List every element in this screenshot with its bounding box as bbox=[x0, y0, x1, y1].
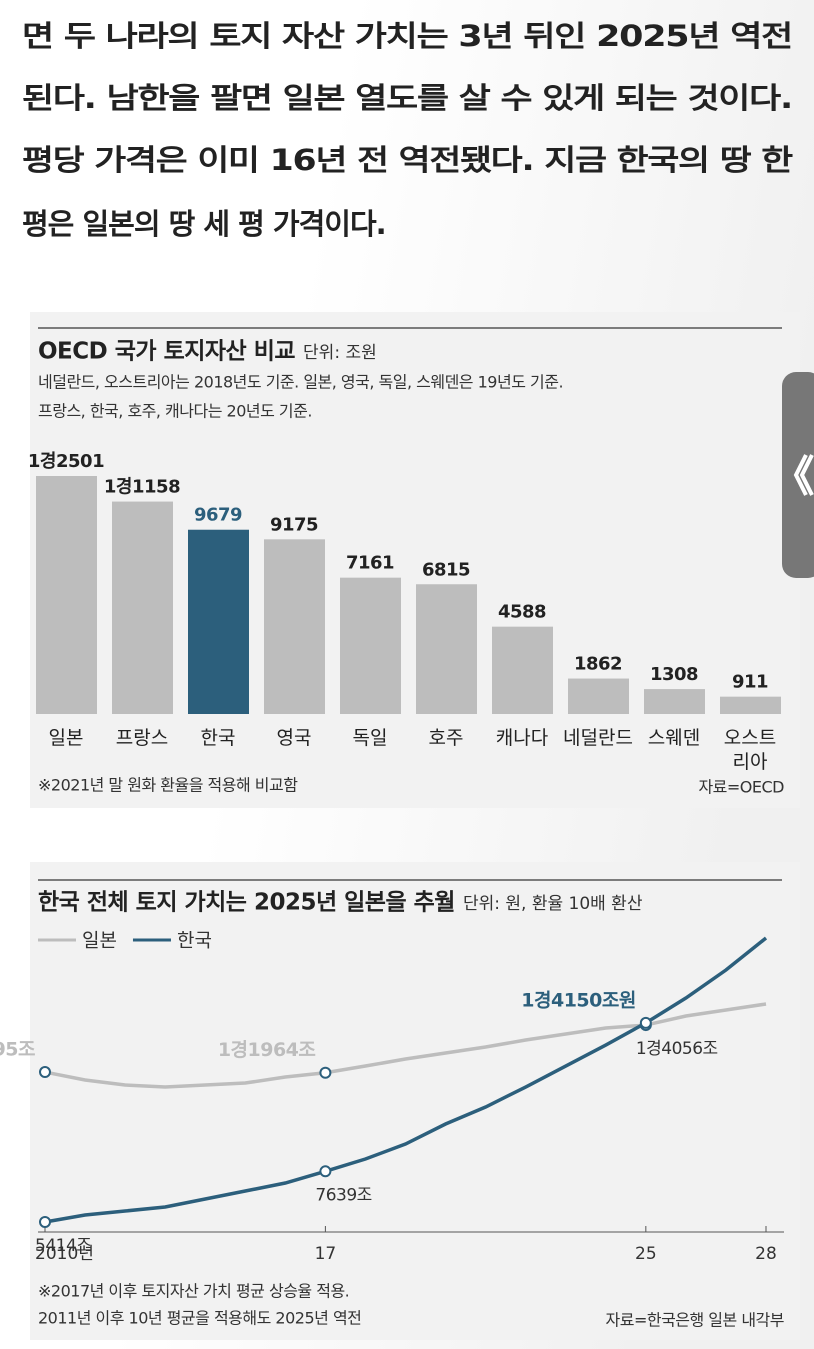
chart-title: OECD 국가 토지자산 비교 bbox=[38, 339, 295, 365]
x-tick-label-text: 일본 bbox=[48, 727, 84, 749]
paragraph-line: 평은 일본의 땅 세 평 가격이다. bbox=[22, 207, 386, 241]
x-tick-label: 2010년 bbox=[35, 1244, 94, 1264]
point-marker bbox=[639, 1016, 652, 1029]
value-label: 5414조 bbox=[35, 1236, 91, 1256]
footnote: ※2021년 말 원화 환율을 적용해 비교함 bbox=[38, 776, 298, 795]
x-tick-label: 17 bbox=[315, 1244, 337, 1264]
bar bbox=[264, 539, 325, 714]
source: 자료=한국은행 일본 내각부 bbox=[606, 1311, 785, 1330]
x-tick-label: 프랑스 bbox=[115, 727, 169, 749]
x-tick-label-text: 스웨덴 bbox=[647, 727, 701, 749]
x-tick-label: 스웨덴 bbox=[647, 727, 701, 749]
chart-note: 프랑스, 한국, 호주, 캐나다는 20년도 기준. bbox=[38, 402, 312, 421]
bar bbox=[644, 689, 705, 714]
x-tick-label-text: 호주 bbox=[428, 727, 464, 749]
value-label: 9679 bbox=[194, 505, 242, 526]
bar bbox=[720, 696, 781, 714]
chart-note: 네덜란드, 오스트리아는 2018년도 기준. 일본, 영국, 독일, 스웨덴은… bbox=[38, 373, 563, 392]
x-tick-label-text: 영국 bbox=[276, 727, 312, 749]
legend-label: 일본 bbox=[82, 930, 117, 952]
value-label: 911 bbox=[732, 672, 768, 693]
point-marker bbox=[39, 1066, 51, 1079]
x-tick-label: 네덜란드 bbox=[563, 727, 633, 749]
chart-title: 한국 전체 토지 가치는 2025년 일본을 추월 bbox=[38, 890, 455, 916]
x-tick-label: 25 bbox=[635, 1244, 657, 1264]
paragraph-line: 면 두 나라의 토지 자산 가치는 3년 뒤인 2025년 역전 bbox=[22, 19, 792, 53]
x-tick-label: 오스트리아 bbox=[723, 727, 777, 773]
x-tick-label-text: 독일 bbox=[352, 727, 388, 749]
bar bbox=[340, 577, 401, 714]
x-tick-label: 캐나다 bbox=[495, 727, 549, 749]
value-label: 1경1964조 bbox=[218, 1039, 316, 1061]
x-tick-label: 28 bbox=[755, 1244, 777, 1264]
x-tick-label: 한국 bbox=[200, 727, 236, 749]
value-label: 4588 bbox=[498, 602, 546, 623]
value-label: 7639조 bbox=[315, 1185, 371, 1205]
x-tick-label: 영국 bbox=[276, 727, 312, 749]
footnote: 2011년 이후 10년 평균을 적용해도 2025년 역전 bbox=[38, 1309, 361, 1328]
side-tab-icon bbox=[793, 454, 814, 496]
x-tick-label-text: 캐나다 bbox=[495, 727, 549, 749]
value-label: 1경2501 bbox=[28, 451, 104, 472]
value-label: 1경1158 bbox=[104, 477, 180, 498]
value-label: 1862 bbox=[574, 654, 622, 675]
bar bbox=[36, 476, 97, 714]
legend-label: 한국 bbox=[177, 930, 212, 952]
value-label: 1경4150조원 bbox=[521, 989, 636, 1011]
x-tick-label-text: 오스트리아 bbox=[723, 727, 777, 773]
bar bbox=[416, 584, 477, 714]
bar bbox=[112, 501, 173, 714]
paragraph-line: 된다. 남한을 팔면 일본 열도를 살 수 있게 되는 것이다. bbox=[22, 81, 792, 115]
chart-subtitle: 단위: 원, 환율 10배 환산 bbox=[463, 894, 643, 914]
value-label: 6815 bbox=[422, 559, 470, 580]
source: 자료=OECD bbox=[698, 778, 784, 797]
x-tick-label: 호주 bbox=[428, 727, 464, 749]
value-label: 1경1995조 bbox=[0, 1039, 35, 1061]
value-label: 1308 bbox=[650, 664, 698, 685]
chart-subtitle: 단위: 조원 bbox=[303, 343, 377, 363]
paragraph-line: 평당 가격은 이미 16년 전 역전됐다. 지금 한국의 땅 한 bbox=[22, 143, 794, 177]
x-tick-label: 독일 bbox=[352, 727, 388, 749]
x-tick-label-text: 프랑스 bbox=[115, 727, 169, 749]
bar bbox=[188, 529, 249, 714]
footnote: ※2017년 이후 토지자산 가치 평균 상승율 적용. bbox=[38, 1282, 349, 1301]
value-label: 1경4056조 bbox=[636, 1039, 718, 1059]
x-tick-label-text: 네덜란드 bbox=[563, 727, 633, 749]
value-label: 7161 bbox=[346, 553, 394, 574]
bar bbox=[568, 678, 629, 714]
x-tick-label-text: 한국 bbox=[200, 727, 236, 749]
panel bbox=[30, 862, 800, 1340]
x-tick-label: 일본 bbox=[48, 727, 84, 749]
point-marker bbox=[319, 1066, 332, 1079]
point-marker bbox=[319, 1165, 332, 1178]
bar bbox=[492, 626, 553, 714]
point-marker bbox=[39, 1216, 51, 1229]
value-label: 9175 bbox=[270, 514, 318, 535]
